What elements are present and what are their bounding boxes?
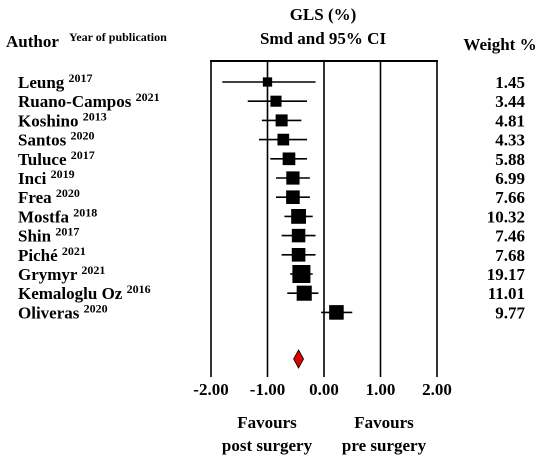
study-author: Kemaloglu Oz 2016 <box>18 282 151 303</box>
author-header: Author <box>6 32 59 51</box>
study-weight: 11.01 <box>488 284 525 303</box>
study-author: Piché 2021 <box>18 244 86 265</box>
study-weight: 4.33 <box>495 131 525 150</box>
study-author: Leung 2017 <box>18 71 93 92</box>
study-author: Grymyr 2021 <box>18 263 105 284</box>
study-author: Frea 2020 <box>18 186 80 207</box>
study-year: 2013 <box>83 109 107 123</box>
study-year: 2018 <box>73 205 97 219</box>
study-author: Tuluce 2017 <box>18 148 95 169</box>
study-weight: 1.45 <box>495 73 525 92</box>
study-year: 2017 <box>69 71 93 85</box>
study-author: Ruano-Campos 2021 <box>18 90 160 111</box>
study-weight: 9.77 <box>495 303 525 322</box>
study-year: 2016 <box>127 282 151 296</box>
point-estimate <box>286 190 300 204</box>
study-weight: 4.81 <box>495 111 525 130</box>
point-estimate <box>270 95 282 107</box>
chart-subtitle: Smd and 95% CI <box>260 29 387 48</box>
favours-left-line1: Favours <box>237 413 297 432</box>
x-tick-label: 1.00 <box>366 380 396 399</box>
year-header: Year of publication <box>69 30 167 44</box>
point-estimate <box>286 171 300 185</box>
x-tick-label: 0.00 <box>309 380 339 399</box>
study-author: Mostfa 2018 <box>18 205 97 226</box>
favours-right-line2: pre surgery <box>342 436 427 455</box>
study-weight: 6.99 <box>495 169 525 188</box>
study-year: 2021 <box>136 90 160 104</box>
point-estimate <box>329 305 344 320</box>
chart-title: GLS (%) <box>290 5 357 24</box>
study-weight: 5.88 <box>495 150 525 169</box>
study-author: Inci 2019 <box>18 167 75 188</box>
point-estimate <box>275 114 288 127</box>
study-author: Koshino 2013 <box>18 109 107 130</box>
favours-right-line1: Favours <box>354 413 414 432</box>
x-tick-label: -2.00 <box>193 380 228 399</box>
point-estimate <box>291 228 306 243</box>
study-year: 2019 <box>51 167 75 181</box>
study-year: 2017 <box>71 148 95 162</box>
study-weight: 7.46 <box>495 227 525 246</box>
study-year: 2021 <box>81 263 105 277</box>
point-estimate <box>277 133 290 146</box>
study-weight: 10.32 <box>487 207 525 226</box>
study-weight: 3.44 <box>495 92 525 111</box>
point-estimate <box>296 285 312 301</box>
x-tick-label: -1.00 <box>250 380 285 399</box>
point-estimate <box>282 152 296 166</box>
weight-header: Weight % <box>463 35 536 54</box>
point-estimate <box>291 208 306 224</box>
study-year: 2021 <box>62 244 86 258</box>
study-year: 2020 <box>70 129 94 143</box>
summary-diamond <box>293 349 305 369</box>
favours-left-line2: post surgery <box>222 436 313 455</box>
x-tick-label: 2.00 <box>422 380 452 399</box>
study-weight: 7.66 <box>495 188 525 207</box>
study-year: 2017 <box>55 225 79 239</box>
study-author: Shin 2017 <box>18 225 79 246</box>
point-estimate <box>291 248 306 262</box>
study-year: 2020 <box>84 301 108 315</box>
study-author: Oliveras 2020 <box>18 301 108 322</box>
point-estimate <box>292 265 311 283</box>
study-author: Santos 2020 <box>18 129 94 150</box>
study-weight: 19.17 <box>487 265 526 284</box>
study-year: 2020 <box>56 186 80 200</box>
point-estimate <box>262 77 273 87</box>
study-weight: 7.68 <box>495 246 525 265</box>
